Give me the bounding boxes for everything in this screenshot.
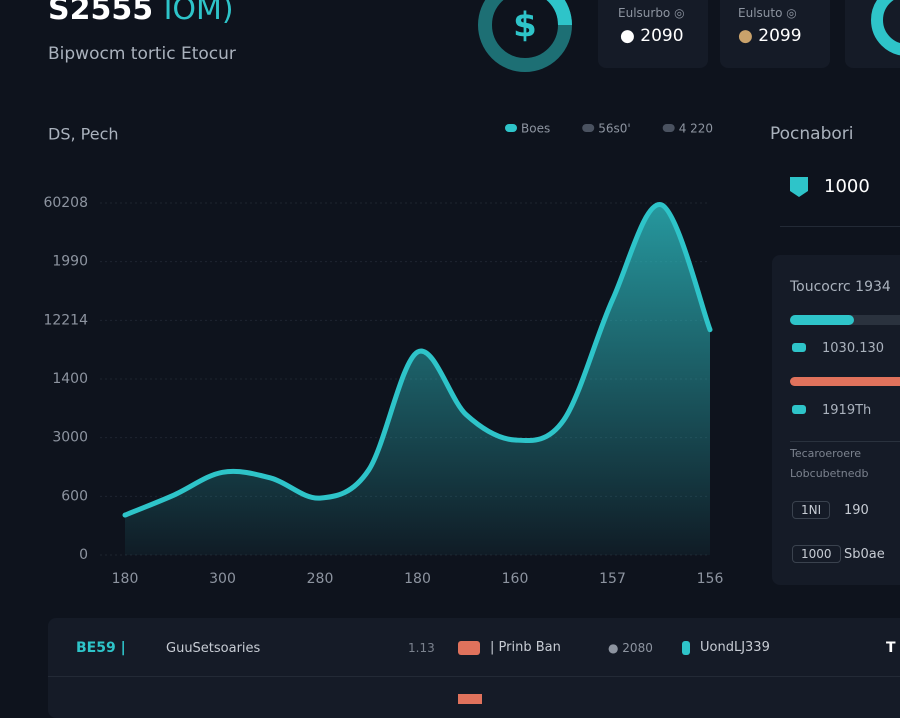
footer-num: 1.13 (408, 641, 435, 655)
item-text: 1919Th (822, 403, 872, 418)
item: 1919Th (792, 403, 871, 418)
x-tick-label: 180 (404, 571, 431, 587)
y-tick-label: 1990 (52, 254, 88, 270)
svg-text:$: $ (513, 6, 537, 46)
legend-swatch (582, 124, 595, 132)
legend-swatch (505, 124, 517, 132)
note: Tecaroeroere (790, 447, 862, 460)
chart: DS, Pech 0 600 3000 1400 12214 1990 60208 180 30… (43, 122, 724, 588)
x-tick-label: 280 (307, 571, 334, 587)
sidebar-title: Pocnabori (770, 124, 854, 144)
page: S2555 IOM) Bipwocm tortic Etocur $ Eulsu… (43, 0, 900, 704)
y-tick-label: 3000 (52, 430, 88, 446)
item-text: UondLJ339 (700, 640, 770, 655)
item-text: Prinb Ban (498, 640, 561, 655)
footer-item: UondLJ339 (682, 640, 770, 655)
area-line (122, 202, 713, 518)
card-title: Toucocrc 1934 (790, 279, 891, 295)
stat-card: Eulsuto ◎ ● 2099 (720, 0, 830, 68)
x-tick-label: 156 (697, 571, 724, 587)
footer-chip (458, 694, 482, 704)
tag: 1000 (792, 545, 841, 563)
title-main: S2555 (48, 0, 154, 27)
stat-number: 2090 (640, 26, 684, 46)
y-tick-label: 0 (79, 547, 88, 563)
title-suffix: IOM) (163, 0, 234, 27)
icon-card (845, 0, 900, 68)
area-fill (125, 204, 710, 555)
y-tick-label: 1400 (52, 371, 88, 387)
x-tick-label: 160 (502, 571, 529, 587)
y-tick-label: 600 (61, 488, 88, 504)
row-value: 190 (844, 503, 869, 518)
code: BE59 (76, 640, 116, 656)
legend-label: 4 220 (679, 122, 713, 136)
stat-label: Eulsuto ◎ (738, 6, 797, 20)
legend-label: Boes (521, 122, 550, 136)
bar-red (790, 377, 900, 386)
item: 1030.130 (792, 341, 884, 356)
stat-number: 2099 (758, 26, 802, 46)
y-tick-label: 60208 (43, 195, 88, 211)
footer-item: ● 2080 (608, 641, 653, 655)
note: Lobcubetnedb (790, 467, 869, 480)
divider (790, 441, 900, 442)
badge-value: 1000 (824, 176, 870, 197)
x-tick-label: 180 (112, 571, 139, 587)
bar-track (790, 315, 900, 325)
legend-label: 56s0' (598, 122, 630, 136)
stat-label: Eulsurbo ◎ (618, 6, 685, 20)
badge: 1000 (790, 176, 870, 197)
x-tick-label: 157 (599, 571, 626, 587)
coin-icon: $ (478, 0, 572, 72)
stat-value: ● 2099 (738, 26, 802, 46)
subtitle: Bipwocm tortic Etocur (48, 44, 236, 64)
side-card: Toucocrc 1934 1030.130 1919Th Tecaroeroe… (772, 255, 900, 585)
row-value: Sb0ae (844, 547, 885, 562)
stat-card: Eulsurbo ◎ ● 2090 (598, 0, 708, 68)
footer-code: BE59 | (76, 640, 126, 656)
divider (780, 226, 900, 227)
ring-icon (871, 0, 900, 56)
divider (48, 676, 900, 677)
tag: 1NI (792, 501, 831, 519)
x-tick-label: 300 (209, 571, 236, 587)
legend-swatch (662, 124, 675, 132)
footer-item: T (886, 640, 896, 656)
footer-bar: BE59 | GuuSetsoaries 1.13 | Prinb Ban ● … (48, 618, 900, 718)
footer-item: | Prinb Ban (458, 640, 561, 655)
chart-title: DS, Pech (48, 125, 119, 144)
y-tick-label: 12214 (43, 312, 88, 328)
item-text: 1030.130 (822, 341, 885, 356)
footer-label: GuuSetsoaries (166, 641, 261, 656)
header-title: S2555 IOM) (48, 0, 234, 27)
item-text: 2080 (622, 641, 653, 655)
stat-value: ● 2090 (620, 26, 684, 46)
